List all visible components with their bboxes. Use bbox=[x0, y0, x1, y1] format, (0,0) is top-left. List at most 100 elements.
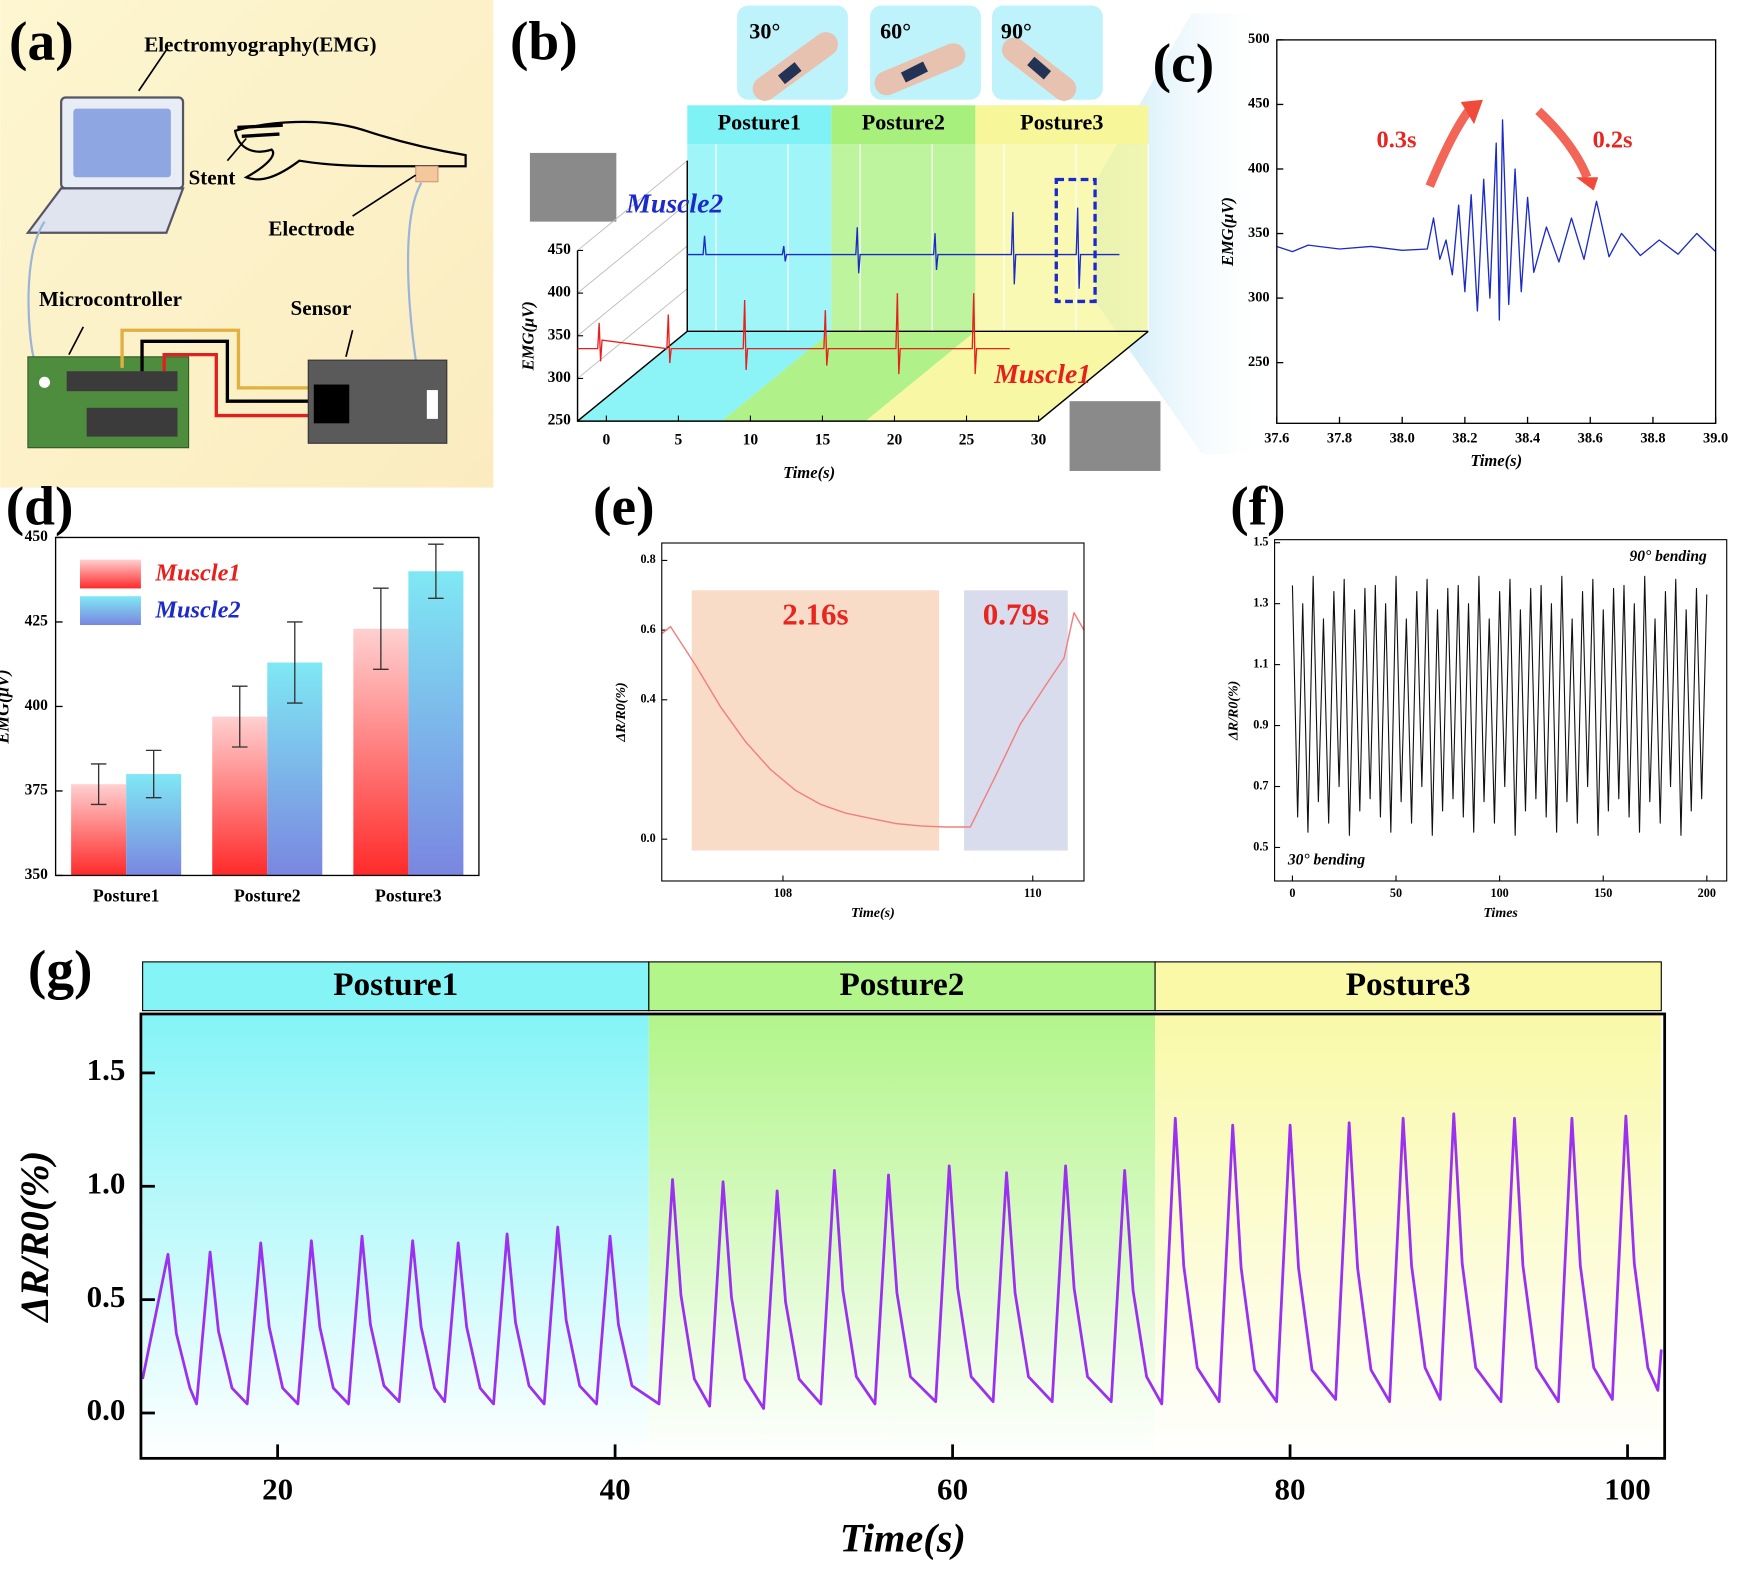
grid-line bbox=[577, 288, 688, 379]
y-tick-label: 0.9 bbox=[1253, 717, 1268, 731]
annotation: 0.3s bbox=[1377, 126, 1417, 153]
x-tick-label: 100 bbox=[1490, 886, 1508, 900]
data-line bbox=[1276, 119, 1717, 321]
pointer bbox=[345, 330, 354, 358]
wire bbox=[140, 339, 311, 403]
x-tick-label: 39.0 bbox=[1703, 430, 1728, 446]
legend-swatch bbox=[79, 596, 141, 626]
series-label: Muscle1 bbox=[993, 358, 1091, 389]
region-header bbox=[142, 961, 650, 1012]
plot-frame bbox=[1276, 39, 1717, 424]
panel-label: (d) bbox=[6, 476, 74, 537]
bar bbox=[408, 571, 464, 876]
y-tick-label: 0.4 bbox=[640, 692, 655, 706]
y-tick-label: 400 bbox=[25, 697, 49, 714]
plot-frame bbox=[661, 542, 1085, 882]
data-line bbox=[141, 1112, 1663, 1410]
x-tick-label: 50 bbox=[1390, 886, 1402, 900]
legend-label: Muscle2 bbox=[154, 596, 240, 623]
y-tick-label: 0.0 bbox=[640, 831, 655, 845]
grid-line bbox=[577, 203, 688, 294]
panel-label: (b) bbox=[510, 10, 578, 71]
zoom-box bbox=[1054, 177, 1097, 304]
y-tick-label: 425 bbox=[25, 613, 49, 630]
x-tick-label: 37.8 bbox=[1327, 430, 1352, 446]
label: Microcontroller bbox=[39, 287, 182, 311]
label: Sensor bbox=[291, 296, 352, 320]
region-header bbox=[687, 105, 832, 145]
series-label: Muscle2 bbox=[625, 187, 723, 218]
laptop-display bbox=[73, 108, 171, 178]
region-bg bbox=[648, 1013, 1156, 1459]
y-tick-label: 0.8 bbox=[640, 552, 655, 566]
error-bar bbox=[145, 749, 162, 799]
x-axis-title: Times bbox=[1483, 906, 1518, 921]
y-tick-label: 450 bbox=[548, 241, 572, 258]
angle-label: 30° bbox=[749, 18, 780, 43]
x-tick-label: Posture2 bbox=[234, 886, 301, 906]
annotation: 30° bending bbox=[1287, 852, 1366, 869]
x-tick-label: 37.6 bbox=[1264, 430, 1289, 446]
y-axis-title: EMG(μV) bbox=[1218, 197, 1237, 267]
axis-line bbox=[576, 160, 1149, 422]
y-tick-label: 350 bbox=[548, 326, 572, 343]
plot-bg bbox=[1276, 39, 1716, 424]
y-tick-label: 450 bbox=[25, 528, 49, 545]
wall-band bbox=[975, 144, 1149, 332]
x-tick-label: 38.6 bbox=[1578, 430, 1603, 446]
y-tick-label: 0.6 bbox=[640, 622, 655, 636]
x-tick-label: Posture1 bbox=[93, 886, 160, 906]
y-axis-title: ΔR/R0(%) bbox=[12, 1151, 57, 1324]
panel-label: (f) bbox=[1230, 476, 1285, 537]
x-tick-label: 30 bbox=[1031, 432, 1047, 449]
x-tick-label: 60 bbox=[937, 1472, 968, 1507]
error-bar bbox=[231, 685, 248, 748]
error-bar bbox=[428, 543, 444, 599]
x-tick-label: 38.0 bbox=[1390, 430, 1415, 446]
chip bbox=[66, 371, 178, 392]
trend-arrow bbox=[1425, 108, 1473, 188]
photo bbox=[1069, 401, 1161, 471]
x-tick-label: 5 bbox=[675, 432, 683, 449]
y-tick-label: 0.7 bbox=[1253, 778, 1268, 792]
y-tick-label: 300 bbox=[548, 369, 572, 386]
error-bar bbox=[287, 621, 303, 704]
y-tick-label: 0.5 bbox=[1253, 839, 1268, 853]
x-tick-label: 20 bbox=[262, 1472, 293, 1507]
stent bbox=[777, 56, 1052, 85]
panel-label: (c) bbox=[1153, 32, 1214, 93]
hand bbox=[233, 120, 467, 181]
x-tick-label: 15 bbox=[815, 432, 831, 449]
region-label: Posture1 bbox=[718, 110, 801, 135]
x-tick-label: 38.8 bbox=[1640, 430, 1665, 446]
x-axis-title: Time(s) bbox=[783, 463, 835, 482]
sensor-port bbox=[313, 384, 350, 424]
y-axis-title: ΔR/R0(%) bbox=[1227, 681, 1242, 741]
x-tick-label: 0 bbox=[602, 432, 610, 449]
region-box bbox=[964, 590, 1068, 851]
arrow-head bbox=[1576, 177, 1599, 191]
y-tick-label: 0.5 bbox=[87, 1279, 126, 1314]
region-header bbox=[975, 105, 1149, 145]
y-tick-label: 400 bbox=[548, 284, 572, 301]
arrow-head bbox=[1460, 99, 1483, 125]
pointer bbox=[138, 49, 168, 92]
x-axis-title: Time(s) bbox=[840, 1515, 966, 1560]
y-tick-label: 1.1 bbox=[1253, 656, 1268, 670]
grid-line bbox=[577, 245, 688, 337]
wire bbox=[406, 182, 423, 361]
data-line bbox=[661, 611, 1085, 828]
region-label: Posture1 bbox=[333, 966, 458, 1003]
x-tick-label: 108 bbox=[774, 886, 792, 900]
chip bbox=[86, 407, 178, 437]
y-tick-label: 300 bbox=[1248, 289, 1270, 305]
y-tick-label: 1.5 bbox=[87, 1052, 126, 1087]
wire bbox=[27, 221, 46, 358]
electrode bbox=[415, 165, 439, 183]
emg-trace bbox=[577, 293, 1010, 375]
plot-frame bbox=[1274, 539, 1728, 882]
x-tick-label: 200 bbox=[1698, 886, 1716, 900]
region-header bbox=[1154, 961, 1662, 1012]
label: Stent bbox=[189, 165, 236, 189]
